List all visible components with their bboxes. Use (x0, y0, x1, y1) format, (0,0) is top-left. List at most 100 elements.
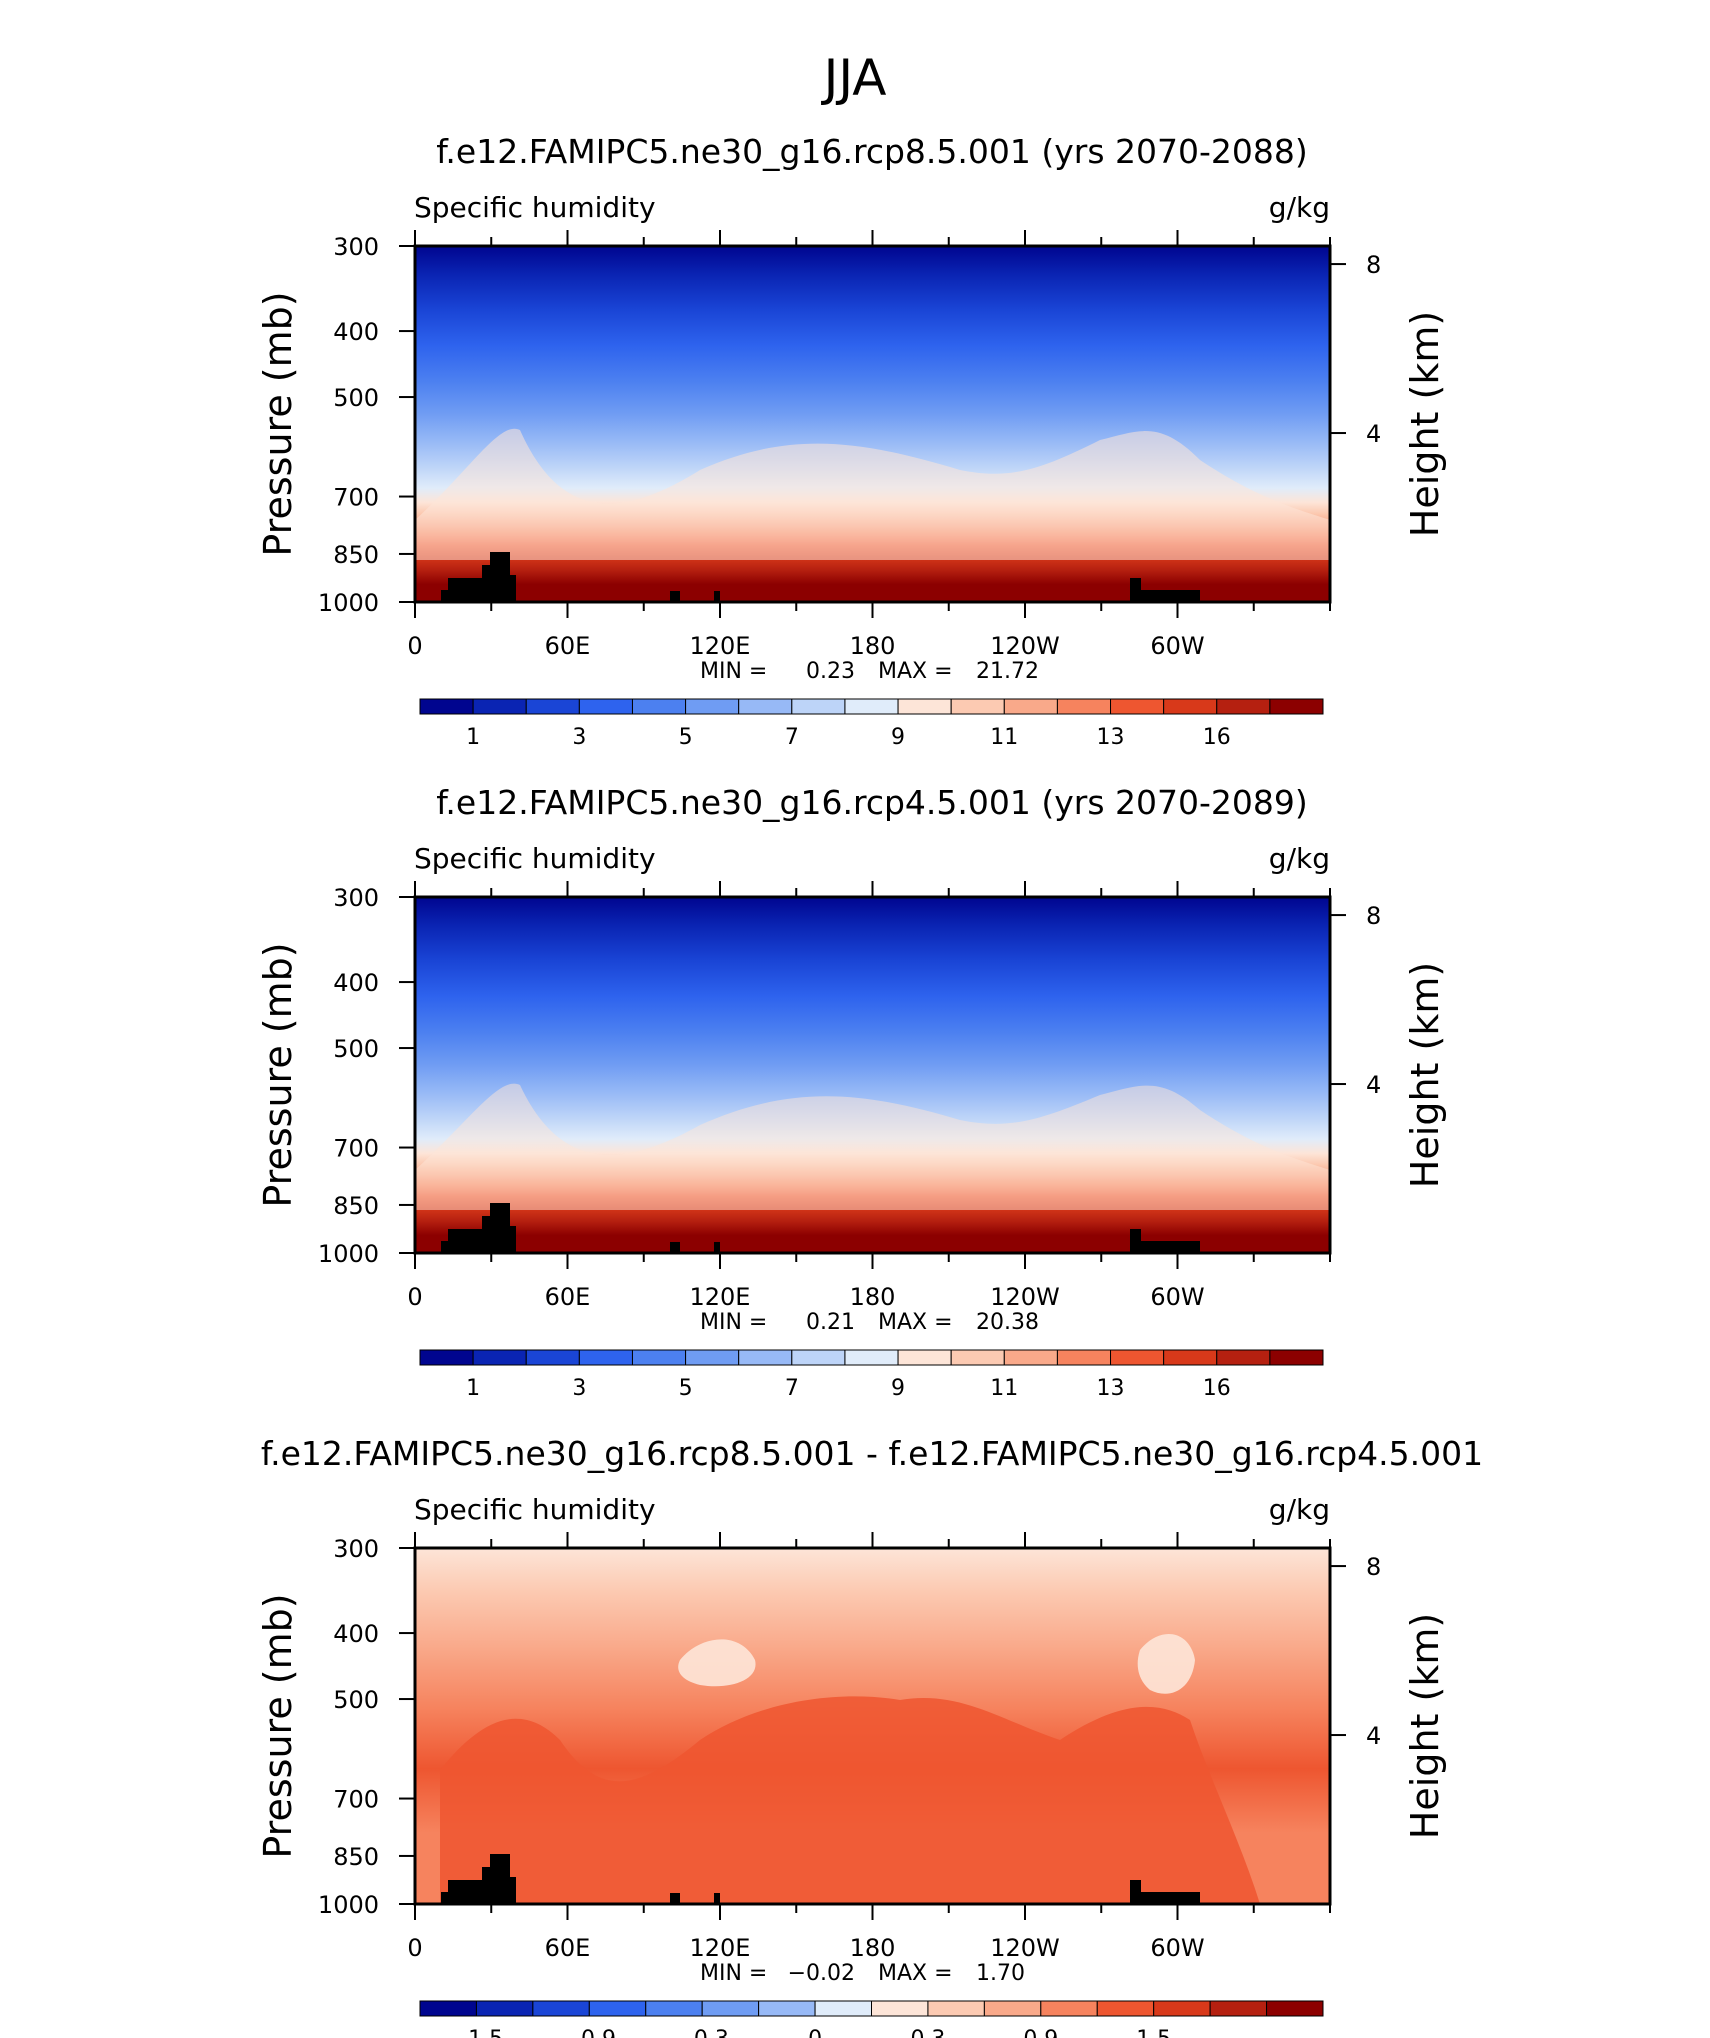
panel-3-ylabel: Pressure (mb) (256, 1593, 300, 1858)
y-right-tick-label: 8 (1366, 251, 1381, 279)
colorbar-box (1056, 698, 1112, 715)
panel-1-field-wave (415, 428, 1330, 560)
y-tick-label: 700 (333, 1135, 379, 1163)
colorbar-box (791, 698, 846, 715)
y-right-tick-label: 4 (1366, 420, 1381, 448)
colorbar-label: −0.9 (563, 2027, 616, 2038)
colorbar-box (1269, 698, 1324, 715)
x-tick-label: 180 (850, 1283, 896, 1311)
colorbar-box (814, 2000, 872, 2017)
colorbar-label: 3 (572, 1376, 586, 1401)
panel-3-colorbar: −1.5 −0.9 −0.3 0 0.3 0.9 1.5 (419, 2000, 1324, 2038)
colorbar-label: 0 (808, 2027, 822, 2038)
panel-3-ylabel-right: Height (km) (1403, 1613, 1447, 1839)
y-tick-label: 1000 (318, 1240, 379, 1268)
x-tick-label: 120W (990, 1934, 1060, 1962)
y-tick-label: 500 (333, 384, 379, 412)
colorbar-label: 11 (990, 1376, 1018, 1401)
panel-2-plot-area (413, 895, 1332, 1255)
y-tick-label: 1000 (318, 1891, 379, 1919)
colorbar-box (738, 698, 793, 715)
colorbar-label: 16 (1203, 725, 1231, 750)
panel-2-min-value: 0.21 (806, 1310, 855, 1335)
colorbar-box (685, 698, 740, 715)
x-tick-label: 60E (545, 632, 591, 660)
colorbar-label: 16 (1203, 1376, 1231, 1401)
colorbar-box (1216, 698, 1271, 715)
x-tick-label: 60W (1150, 1934, 1204, 1962)
y-tick-label: 400 (333, 318, 379, 346)
panel-2-title: f.e12.FAMIPC5.ne30_g16.rcp4.5.001 (yrs 2… (436, 783, 1308, 822)
panel-2-right-string: g/kg (1269, 842, 1330, 875)
panel-2-colorbar: 1 3 5 7 9 11 13 16 (419, 1349, 1324, 1401)
colorbar-box (758, 2000, 816, 2017)
panel-1-left-string: Specific humidity (414, 191, 656, 224)
colorbar-box (578, 1349, 633, 1366)
panel-2-min-label: MIN = (700, 1310, 767, 1335)
y-tick-label: 300 (333, 1535, 379, 1563)
x-tick-label: 180 (850, 1934, 896, 1962)
colorbar-box (738, 1349, 793, 1366)
panel-1-plot-area (413, 244, 1332, 604)
panel-1-title: f.e12.FAMIPC5.ne30_g16.rcp8.5.001 (yrs 2… (436, 132, 1308, 171)
y-right-tick-label: 8 (1366, 902, 1381, 930)
colorbar-label: 13 (1097, 1376, 1125, 1401)
colorbar-box (950, 698, 1005, 715)
colorbar-box (1040, 2000, 1098, 2017)
colorbar-box (1163, 698, 1218, 715)
y-tick-label: 700 (333, 484, 379, 512)
colorbar-label: 7 (785, 725, 799, 750)
colorbar-box (1096, 2000, 1155, 2017)
panel-3-min-value: −0.02 (788, 1961, 855, 1986)
colorbar-box (791, 1349, 846, 1366)
panel-1-min-label: MIN = (700, 659, 767, 684)
colorbar-box (645, 2000, 703, 2017)
colorbar-box (631, 698, 687, 715)
y-tick-label: 850 (333, 541, 379, 569)
panel-3-plot-area (413, 1546, 1332, 1906)
colorbar-box (631, 1349, 687, 1366)
panel-1-colorbar: 1 3 5 7 9 11 13 16 (419, 698, 1324, 750)
panel-1-max-value: 21.72 (976, 659, 1039, 684)
panel-1-max-label: MAX = (878, 659, 953, 684)
colorbar-box (1163, 1349, 1218, 1366)
panel-1-min-value: 0.23 (806, 659, 855, 684)
colorbar-box (475, 2000, 534, 2017)
x-tick-label: 120W (990, 632, 1060, 660)
colorbar-label: 0.3 (910, 2027, 945, 2038)
x-tick-label: 120E (690, 632, 751, 660)
panel-2-ylabel: Pressure (mb) (256, 942, 300, 1207)
colorbar-box (588, 2000, 647, 2017)
x-tick-label: 0 (407, 1934, 422, 1962)
panel-2: f.e12.FAMIPC5.ne30_g16.rcp4.5.001 (yrs 2… (256, 783, 1447, 1401)
y-right-tick-label: 8 (1366, 1553, 1381, 1581)
colorbar-box (983, 2000, 1042, 2017)
colorbar-box (1056, 1349, 1112, 1366)
panel-2-left-string: Specific humidity (414, 842, 656, 875)
colorbar-box (1003, 698, 1058, 715)
colorbar-box (1209, 2000, 1268, 2017)
y-tick-label: 400 (333, 969, 379, 997)
panel-2-max-label: MAX = (878, 1310, 953, 1335)
figure-title: JJA (821, 49, 887, 107)
colorbar-label: 9 (891, 725, 905, 750)
y-right-tick-label: 4 (1366, 1722, 1381, 1750)
colorbar-label: 13 (1097, 725, 1125, 750)
colorbar-box (844, 1349, 899, 1366)
y-tick-label: 500 (333, 1035, 379, 1063)
x-tick-label: 0 (407, 632, 422, 660)
x-tick-label: 60E (545, 1283, 591, 1311)
colorbar-label: 3 (572, 725, 586, 750)
colorbar-box (1110, 1349, 1165, 1366)
panel-3: f.e12.FAMIPC5.ne30_g16.rcp8.5.001 - f.e1… (256, 1434, 1483, 2038)
y-tick-label: 850 (333, 1192, 379, 1220)
y-tick-label: 850 (333, 1843, 379, 1871)
panel-3-title: f.e12.FAMIPC5.ne30_g16.rcp8.5.001 - f.e1… (261, 1434, 1483, 1473)
y-tick-label: 300 (333, 233, 379, 261)
y-tick-label: 500 (333, 1686, 379, 1714)
colorbar-label: −1.5 (450, 2027, 503, 2038)
panel-3-left-string: Specific humidity (414, 1493, 656, 1526)
colorbar-box (685, 1349, 740, 1366)
colorbar-box (532, 2000, 590, 2017)
